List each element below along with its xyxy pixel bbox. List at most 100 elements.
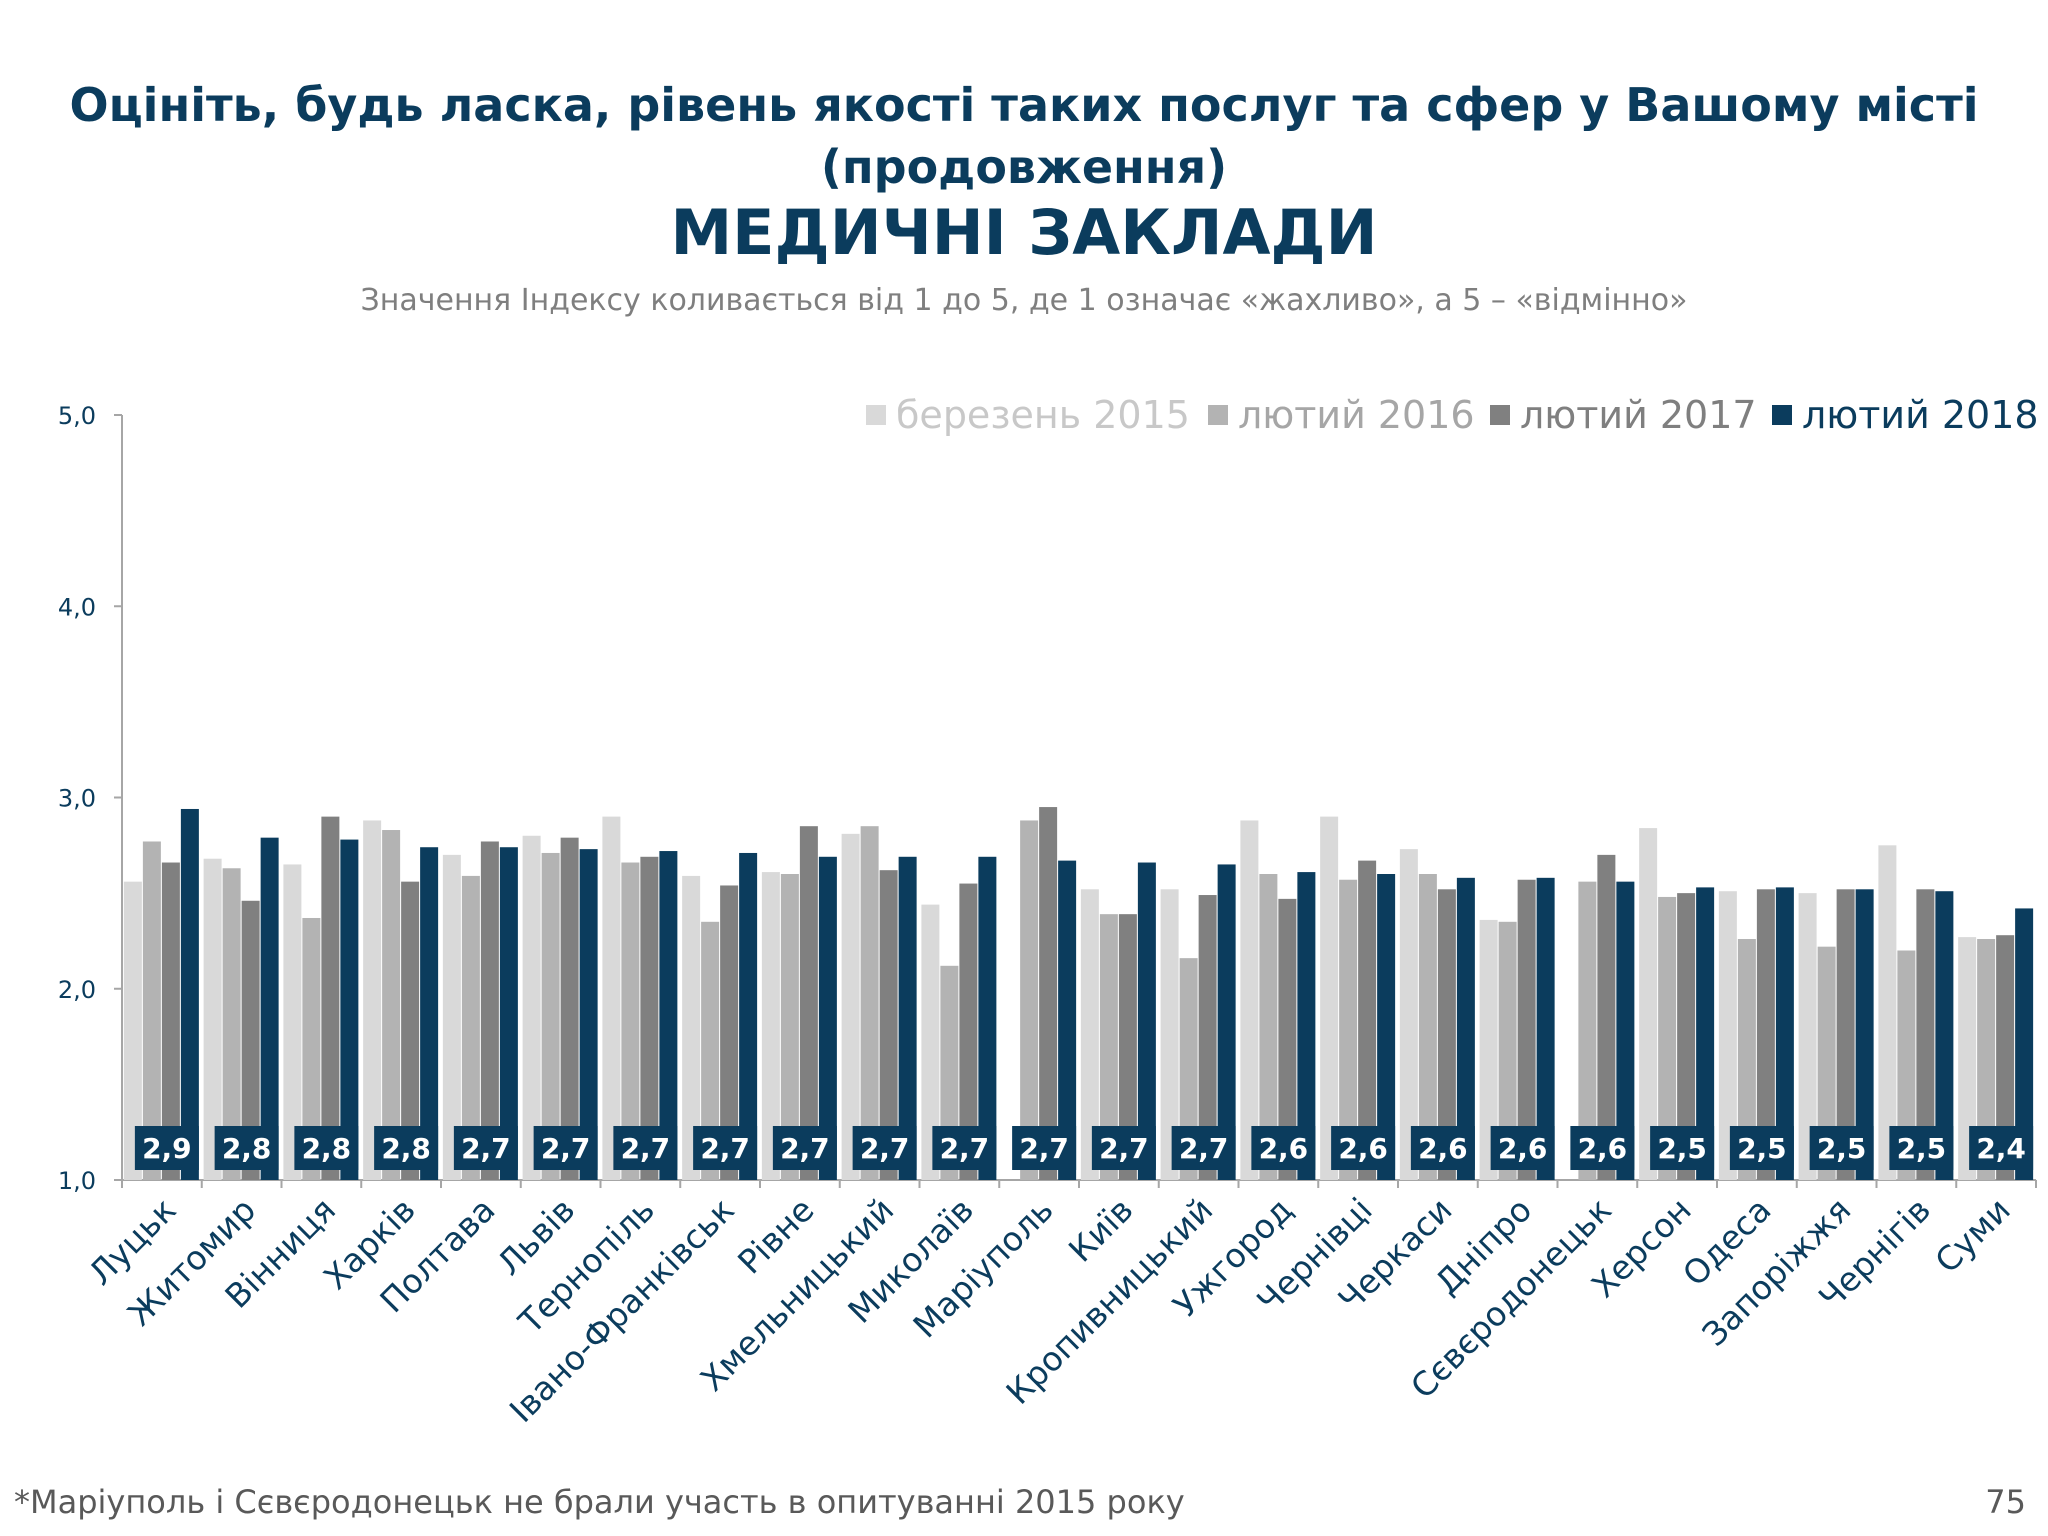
bar — [978, 856, 997, 1180]
bar — [602, 816, 621, 1180]
y-tick-label: 1,0 — [58, 1167, 96, 1195]
bar — [1897, 950, 1916, 1180]
data-label-box — [1012, 1126, 1077, 1170]
bar — [203, 858, 222, 1180]
data-label: 2,5 — [1737, 1132, 1787, 1165]
bar — [1958, 937, 1977, 1180]
data-label: 2,7 — [541, 1132, 591, 1165]
bar — [1817, 946, 1836, 1180]
bar — [480, 841, 499, 1180]
page-title: Оцініть, будь ласка, рівень якості таких… — [69, 78, 1979, 132]
bar — [1578, 881, 1597, 1180]
legend-label: лютий 2016 — [1238, 393, 1475, 437]
data-label-box — [1331, 1126, 1396, 1170]
bar — [579, 849, 598, 1180]
bar — [1198, 895, 1217, 1180]
bar — [799, 826, 818, 1180]
data-label: 2,8 — [302, 1132, 352, 1165]
legend-swatch — [1772, 405, 1792, 425]
data-label-box — [533, 1126, 598, 1170]
bar — [401, 881, 420, 1180]
data-label-box — [1969, 1126, 2034, 1170]
data-label: 2,7 — [780, 1132, 830, 1165]
y-tick-label: 5,0 — [58, 402, 96, 430]
bar — [1099, 914, 1118, 1180]
page-title-continuation: (продовження) — [820, 140, 1228, 194]
bar — [1836, 889, 1855, 1180]
bar — [959, 883, 978, 1180]
bar — [1775, 887, 1794, 1180]
bar — [841, 833, 860, 1180]
bar — [1039, 807, 1058, 1180]
bar — [1278, 898, 1297, 1180]
data-label-box — [453, 1126, 518, 1170]
data-label-box — [1251, 1126, 1316, 1170]
bar — [1616, 881, 1635, 1180]
data-label-box — [1809, 1126, 1874, 1170]
bar — [260, 837, 279, 1180]
data-label-box — [1490, 1126, 1555, 1170]
data-label-box — [1650, 1126, 1715, 1170]
bar — [1977, 939, 1996, 1180]
bar — [1399, 849, 1418, 1180]
bar — [1358, 860, 1377, 1180]
bar — [161, 862, 180, 1180]
bar — [1498, 921, 1517, 1180]
bar — [461, 875, 480, 1180]
bar — [1878, 845, 1897, 1180]
data-label: 2,9 — [142, 1132, 192, 1165]
bar — [420, 847, 439, 1180]
bar — [363, 820, 382, 1180]
bar — [659, 851, 678, 1180]
data-label-box — [374, 1126, 439, 1170]
bar — [1935, 891, 1954, 1180]
data-label: 2,6 — [1338, 1132, 1388, 1165]
bar — [241, 900, 260, 1180]
data-label-box — [932, 1126, 997, 1170]
data-label: 2,6 — [1498, 1132, 1548, 1165]
y-tick-label: 4,0 — [58, 593, 96, 621]
bar — [180, 808, 199, 1180]
data-label-box — [852, 1126, 917, 1170]
bar — [1718, 891, 1737, 1180]
bar — [1377, 874, 1396, 1180]
bar — [142, 841, 161, 1180]
bar — [1798, 893, 1817, 1180]
legend-label: лютий 2018 — [1802, 393, 2039, 437]
bar — [1418, 874, 1437, 1180]
bar — [1696, 887, 1715, 1180]
bar — [921, 904, 940, 1180]
data-label: 2,5 — [1897, 1132, 1947, 1165]
bar — [382, 830, 401, 1180]
data-label: 2,5 — [1817, 1132, 1867, 1165]
bar — [541, 852, 560, 1180]
bar — [701, 921, 720, 1180]
data-label: 2,7 — [1179, 1132, 1229, 1165]
bar — [1517, 879, 1536, 1180]
data-label: 2,7 — [461, 1132, 511, 1165]
bar — [1996, 935, 2015, 1180]
data-label-box — [1171, 1126, 1236, 1170]
bar — [739, 852, 758, 1180]
bar — [1058, 860, 1077, 1180]
bar — [1536, 877, 1555, 1180]
bar — [1080, 889, 1099, 1180]
bar — [1677, 893, 1696, 1180]
legend-label: лютий 2017 — [1520, 393, 1757, 437]
data-label: 2,6 — [1578, 1132, 1628, 1165]
data-label: 2,7 — [621, 1132, 671, 1165]
bar — [222, 868, 241, 1180]
bar — [123, 881, 142, 1180]
data-label: 2,4 — [1976, 1132, 2026, 1165]
data-label: 2,8 — [222, 1132, 272, 1165]
data-label: 2,7 — [700, 1132, 750, 1165]
legend-swatch — [866, 405, 886, 425]
bar — [1297, 872, 1316, 1180]
bar — [1240, 820, 1259, 1180]
legend-swatch — [1490, 405, 1510, 425]
bar — [1259, 874, 1278, 1180]
bar — [1160, 889, 1179, 1180]
chart-subtitle: Значення Індексу коливається від 1 до 5,… — [360, 283, 1688, 318]
bar — [1597, 854, 1616, 1180]
bar — [283, 864, 302, 1180]
